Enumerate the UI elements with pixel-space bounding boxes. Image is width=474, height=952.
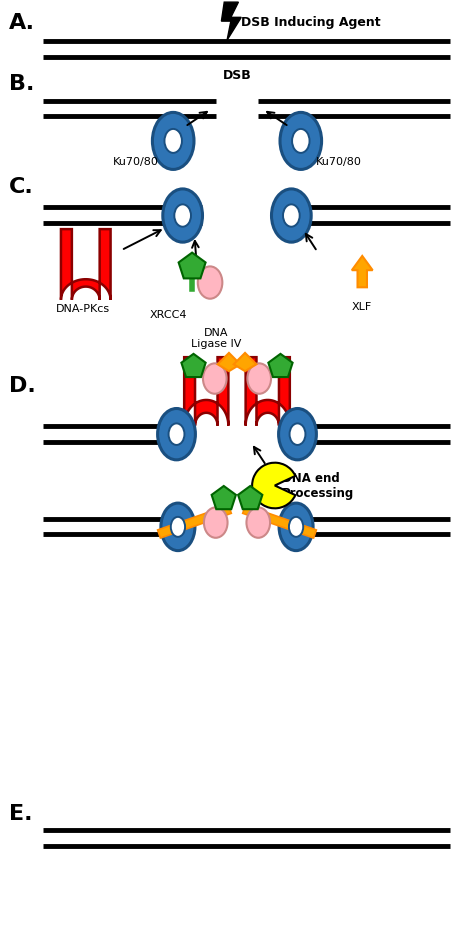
Polygon shape — [179, 252, 206, 278]
Text: C.: C. — [9, 176, 34, 196]
Polygon shape — [238, 486, 263, 509]
Text: XRCC4: XRCC4 — [150, 310, 187, 320]
Ellipse shape — [283, 205, 300, 227]
Text: DNA
Ligase IV: DNA Ligase IV — [191, 327, 241, 349]
Text: A.: A. — [9, 12, 35, 32]
Text: DSB: DSB — [223, 69, 251, 83]
Polygon shape — [211, 486, 236, 509]
Polygon shape — [221, 2, 241, 40]
Text: D.: D. — [9, 376, 36, 396]
Bar — [243, 506, 316, 538]
Polygon shape — [352, 256, 373, 288]
Ellipse shape — [279, 408, 317, 460]
Ellipse shape — [279, 503, 313, 550]
Ellipse shape — [246, 507, 270, 538]
Text: DNA end
Processing: DNA end Processing — [282, 471, 354, 500]
Text: E.: E. — [9, 803, 33, 824]
Ellipse shape — [164, 129, 182, 153]
Bar — [158, 506, 231, 538]
Ellipse shape — [290, 424, 305, 445]
Polygon shape — [182, 354, 206, 377]
Polygon shape — [246, 357, 290, 426]
Polygon shape — [234, 353, 256, 371]
Ellipse shape — [174, 205, 191, 227]
Ellipse shape — [272, 188, 311, 242]
Text: Ku70/80: Ku70/80 — [112, 157, 158, 167]
Text: Ku70/80: Ku70/80 — [316, 157, 362, 167]
Ellipse shape — [171, 517, 185, 537]
Ellipse shape — [247, 364, 271, 394]
Wedge shape — [252, 463, 295, 508]
Polygon shape — [61, 229, 110, 300]
Text: DSB Inducing Agent: DSB Inducing Agent — [241, 15, 381, 29]
Text: B.: B. — [9, 74, 35, 94]
Ellipse shape — [153, 112, 194, 169]
Ellipse shape — [157, 408, 195, 460]
Ellipse shape — [204, 507, 228, 538]
Ellipse shape — [198, 267, 222, 299]
Ellipse shape — [161, 503, 195, 550]
Text: XLF: XLF — [352, 302, 373, 311]
Ellipse shape — [203, 364, 227, 394]
Ellipse shape — [292, 129, 310, 153]
Ellipse shape — [169, 424, 184, 445]
Ellipse shape — [163, 188, 202, 242]
Ellipse shape — [289, 517, 303, 537]
Ellipse shape — [280, 112, 321, 169]
Text: DNA-PKcs: DNA-PKcs — [56, 304, 110, 314]
Polygon shape — [184, 357, 228, 426]
Polygon shape — [268, 354, 292, 377]
Polygon shape — [218, 353, 240, 371]
